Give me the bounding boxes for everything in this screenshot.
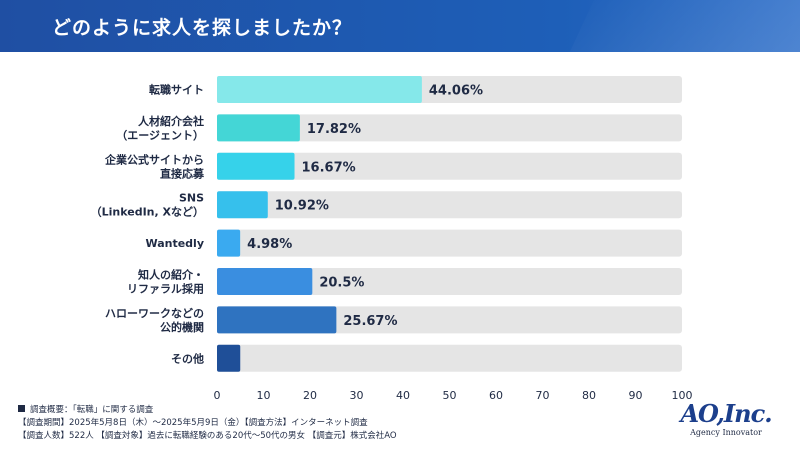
x-tick-label: 30 [350, 389, 364, 400]
value-label: 44.06% [429, 84, 483, 99]
logo-subtitle: Agency Innovator [690, 428, 762, 437]
x-tick-label: 80 [582, 389, 596, 400]
bar [217, 191, 268, 219]
footer-line-target: 【調査人数】522人 【調査対象】過去に転職経験のある20代〜50代の男女 【調… [18, 431, 397, 441]
category-label-line: リファラル採用 [127, 282, 204, 296]
bar [217, 76, 422, 103]
survey-footer: 調査概要：「転職」に関する調査 【調査期間】2025年5月8日（木）～2025年… [18, 404, 397, 443]
footer-line-period: 【調査期間】2025年5月8日（木）～2025年5月9日（金）【調査方法】インタ… [18, 418, 368, 428]
value-label: 16.67% [302, 160, 356, 175]
bar-track [217, 152, 682, 180]
category-label: ハローワークなどの公的機関 [105, 307, 204, 334]
bar-track [217, 191, 682, 219]
value-label: 10.92% [275, 199, 329, 214]
category-label: 企業公式サイトから直接応募 [104, 152, 205, 180]
category-label-line: その他 [171, 351, 204, 365]
category-label-line: （LinkedIn, Xなど） [91, 206, 204, 219]
x-tick-label: 40 [396, 389, 410, 400]
footer-line-overview: 調査概要：「転職」に関する調査 [18, 404, 397, 417]
title-banner: どのように求人を探しましたか？ [0, 0, 800, 52]
bar [217, 229, 241, 257]
bar-track [217, 344, 682, 372]
value-label: 20.5% [319, 276, 364, 291]
x-tick-label: 100 [672, 389, 693, 400]
category-label-line: 公的機関 [160, 320, 204, 334]
bar [217, 344, 241, 372]
x-tick-label: 70 [536, 389, 550, 400]
category-label: 知人の紹介・リファラル採用 [127, 268, 204, 296]
bar-chart: 転職サイト 44.06% 人材紹介会社（エージェント） 17.82% 企業公式サイトから… [91, 76, 693, 400]
x-tick-label: 50 [443, 389, 457, 400]
value-label: 25.67% [343, 314, 397, 329]
category-label-line: Wantedly [145, 237, 204, 250]
bar [217, 268, 313, 295]
x-tick-label: 10 [257, 389, 271, 400]
bar-track [217, 229, 682, 257]
category-label-line: SNS [179, 192, 204, 205]
value-label: 4.98% [247, 237, 292, 252]
x-tick-label: 90 [629, 389, 643, 400]
category-label: その他 [171, 351, 204, 365]
x-tick-label: 20 [303, 389, 317, 400]
category-label-line: 知人の紹介・ [137, 268, 204, 282]
category-label-line: 企業公式サイトから [104, 152, 204, 166]
bar-track [217, 114, 682, 142]
category-label: 転職サイト [149, 83, 204, 97]
category-label-line: 人材紹介会社 [138, 114, 204, 128]
category-label: Wantedly [145, 237, 204, 250]
category-label-line: ハローワークなどの [105, 307, 204, 320]
bar [217, 114, 300, 142]
chart-title: どのように求人を探しましたか？ [52, 17, 353, 39]
bullet-square-icon [18, 405, 25, 412]
x-tick-label: 0 [214, 389, 221, 400]
company-logo: AO,Inc. Agency Innovator [670, 400, 782, 446]
category-label: 人材紹介会社（エージェント） [116, 114, 204, 142]
category-label-line: 直接応募 [160, 166, 205, 180]
category-label-line: 転職サイト [149, 83, 204, 97]
banner-decoration [552, 0, 800, 52]
bar [217, 306, 337, 334]
logo-mark: AO,Inc. [680, 399, 772, 428]
x-tick-label: 60 [489, 389, 503, 400]
category-label: SNS （LinkedIn, Xなど） [91, 192, 204, 219]
bar [217, 152, 295, 180]
value-label: 17.82% [307, 122, 361, 137]
category-label-line: （エージェント） [116, 129, 204, 142]
bar-track [217, 268, 682, 295]
